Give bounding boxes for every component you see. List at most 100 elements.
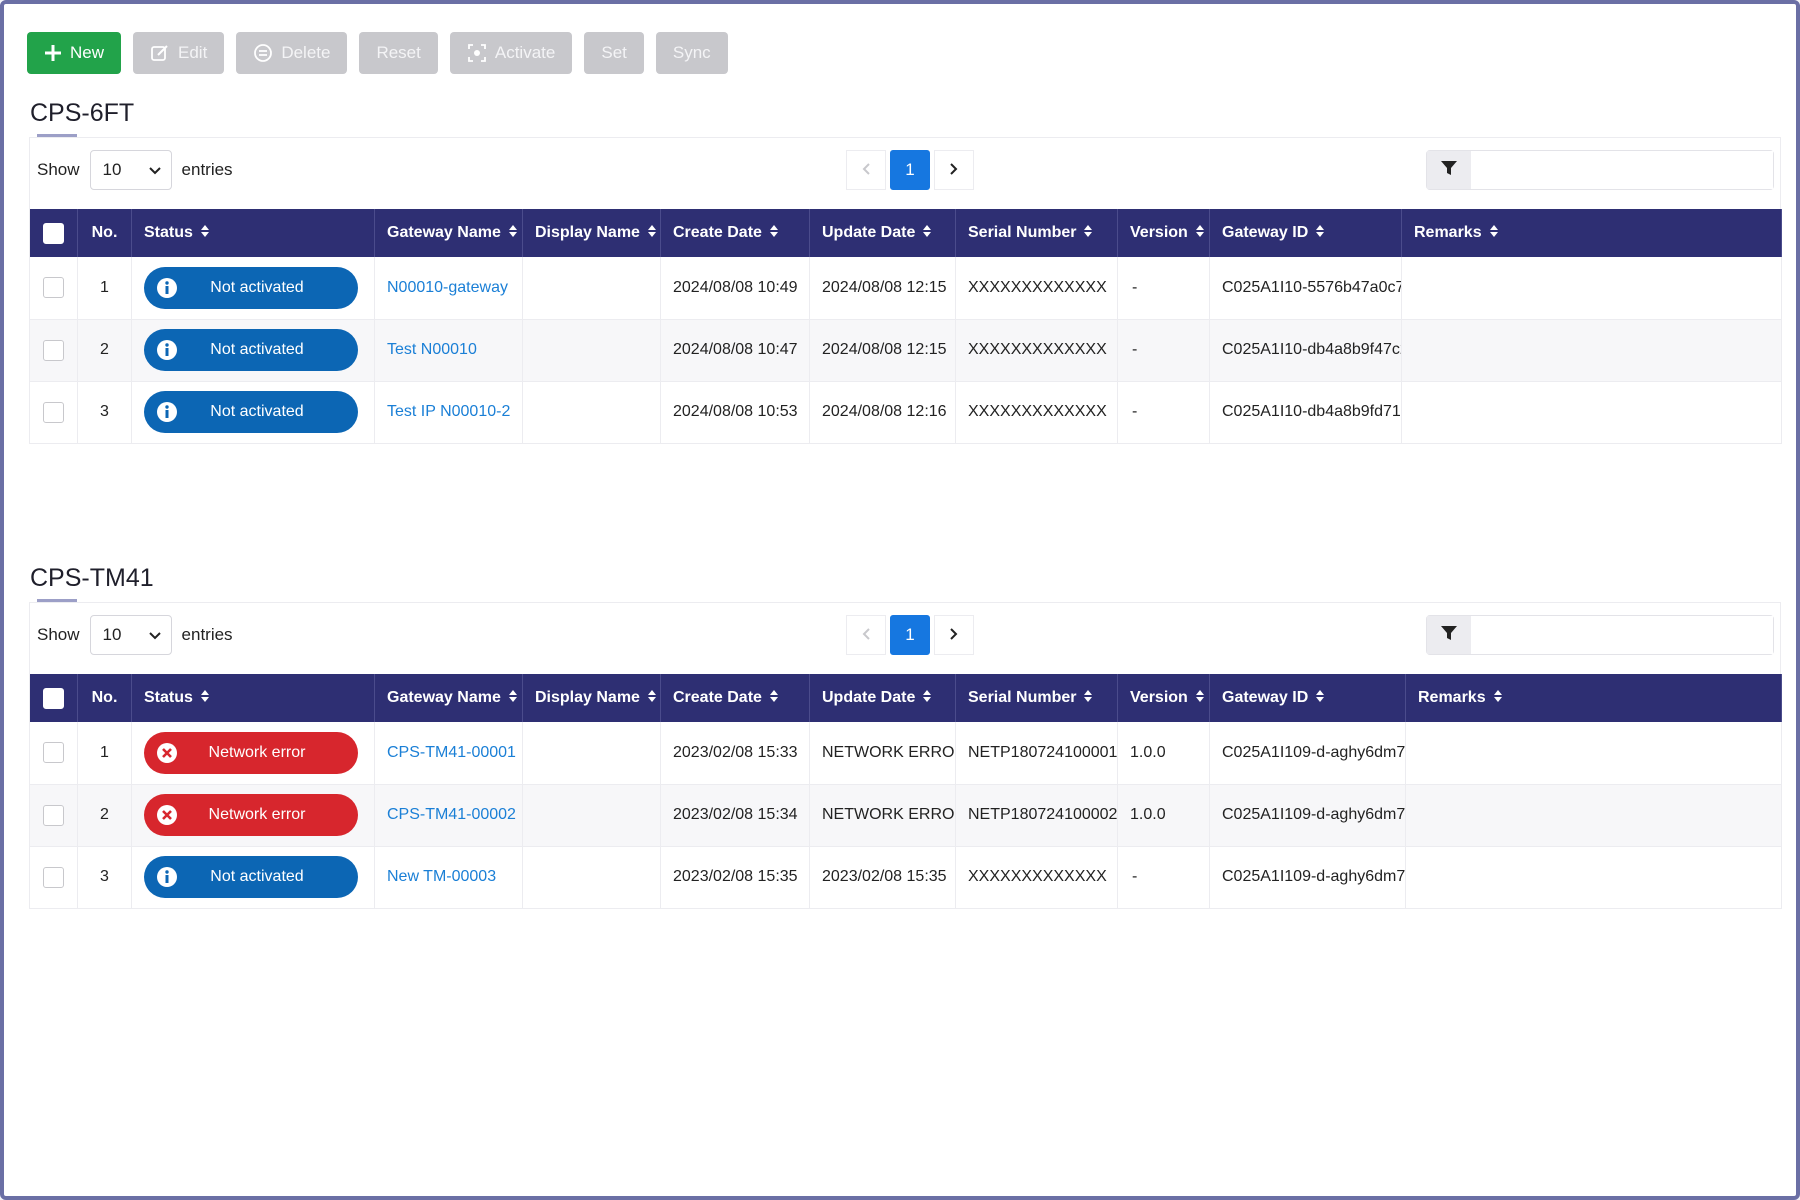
- reset-button[interactable]: Reset: [359, 32, 438, 74]
- page-size-select[interactable]: 10: [89, 150, 172, 190]
- col-create-date[interactable]: Create Date: [660, 674, 810, 722]
- status-text: Network error: [208, 806, 306, 823]
- sort-icon: [1195, 224, 1204, 242]
- row-checkbox[interactable]: [43, 277, 64, 299]
- serial-number: XXXXXXXXXXXXX: [955, 381, 1118, 443]
- gateway-name-link[interactable]: CPS-TM41-00002: [374, 784, 523, 846]
- col-version[interactable]: Version: [1117, 209, 1210, 257]
- col-gateway-id[interactable]: Gateway ID: [1209, 209, 1402, 257]
- filter-button[interactable]: [1427, 616, 1471, 654]
- gateway-table: No. Status Gateway Name Display Name Cre…: [29, 674, 1782, 909]
- filter-box: [1426, 150, 1774, 190]
- col-serial-number[interactable]: Serial Number: [955, 674, 1118, 722]
- select-all-checkbox[interactable]: [43, 687, 64, 709]
- remarks: [1401, 257, 1782, 319]
- remarks: [1401, 381, 1782, 443]
- row-number: 2: [77, 319, 132, 381]
- serial-number: NETP180724100001: [955, 722, 1118, 784]
- gateway-name-link[interactable]: N00010-gateway: [374, 257, 523, 319]
- sort-icon: [200, 224, 209, 242]
- col-no[interactable]: No.: [77, 209, 132, 257]
- sort-icon: [769, 224, 778, 242]
- display-name: [522, 319, 661, 381]
- gateway-name-link[interactable]: Test IP N00010-2: [374, 381, 523, 443]
- status-badge: Not activated: [144, 856, 358, 898]
- sync-button-label: Sync: [672, 43, 711, 62]
- filter-input[interactable]: [1471, 151, 1773, 189]
- col-gateway-name[interactable]: Gateway Name: [374, 674, 523, 722]
- section-cps-tm41: CPS-TM41 Show 10 entries 1: [29, 561, 1782, 909]
- col-create-date[interactable]: Create Date: [660, 209, 810, 257]
- sort-icon: [1084, 689, 1093, 707]
- row-number: 1: [77, 257, 132, 319]
- col-remarks[interactable]: Remarks: [1405, 674, 1782, 722]
- entries-label: entries: [181, 160, 233, 179]
- status-cell: Not activated: [131, 319, 375, 381]
- update-date: 2024/08/08 12:16: [809, 381, 956, 443]
- table-row[interactable]: 3 Not activated Test IP N00010-2 2024/08…: [29, 381, 1782, 443]
- filter-icon: [1440, 624, 1458, 647]
- col-update-date[interactable]: Update Date: [809, 674, 956, 722]
- gateway-name-link[interactable]: Test N00010: [374, 319, 523, 381]
- col-serial-number[interactable]: Serial Number: [955, 209, 1118, 257]
- col-version[interactable]: Version: [1117, 674, 1210, 722]
- page-size-value: 10: [102, 625, 122, 644]
- page-1-button[interactable]: 1: [890, 150, 930, 190]
- version: -: [1117, 381, 1210, 443]
- update-date: 2024/08/08 12:15: [809, 319, 956, 381]
- display-name: [522, 846, 661, 908]
- row-checkbox[interactable]: [43, 742, 64, 764]
- row-checkbox[interactable]: [43, 866, 64, 888]
- page-size-control: Show 10 entries: [37, 150, 233, 190]
- new-button[interactable]: New: [27, 32, 122, 74]
- page-size-select[interactable]: 10: [89, 615, 172, 655]
- section-title: CPS-6FT: [30, 99, 135, 127]
- next-page-button[interactable]: [934, 615, 974, 655]
- col-status[interactable]: Status: [131, 674, 375, 722]
- status-text: Not activated: [210, 278, 304, 296]
- page-1-button[interactable]: 1: [890, 615, 930, 655]
- gateway-id: C025A1I109-d-aghy6dm7y: [1209, 784, 1406, 846]
- chevron-down-icon: [148, 160, 161, 180]
- table-row[interactable]: 3 Not activated New TM-00003 2023/02/08 …: [29, 846, 1782, 908]
- status-badge: Network error: [144, 731, 358, 774]
- status-text: Not activated: [210, 868, 304, 885]
- version: 1.0.0: [1117, 722, 1210, 784]
- row-checkbox[interactable]: [43, 804, 64, 826]
- table-row[interactable]: 2 Network error CPS-TM41-00002 2023/02/0…: [29, 784, 1782, 846]
- col-update-date[interactable]: Update Date: [809, 209, 956, 257]
- filter-box: [1426, 615, 1774, 655]
- col-display-name[interactable]: Display Name: [522, 674, 661, 722]
- col-status[interactable]: Status: [131, 209, 375, 257]
- gateway-name-link[interactable]: CPS-TM41-00001: [374, 722, 523, 784]
- gateway-name-link[interactable]: New TM-00003: [374, 846, 523, 908]
- remarks: [1405, 784, 1782, 846]
- col-remarks[interactable]: Remarks: [1401, 209, 1782, 257]
- activate-button[interactable]: Activate: [449, 32, 573, 74]
- table-row[interactable]: 1 Network error CPS-TM41-00001 2023/02/0…: [29, 722, 1782, 784]
- section-cps-6ft: CPS-6FT Show 10 entries 1: [29, 96, 1782, 444]
- prev-page-button[interactable]: [846, 615, 886, 655]
- serial-number: NETP180724100002: [955, 784, 1118, 846]
- set-button[interactable]: Set: [584, 32, 644, 74]
- table-row[interactable]: 1 Not activated N00010-gateway 2024/08/0…: [29, 257, 1782, 319]
- col-display-name[interactable]: Display Name: [522, 209, 661, 257]
- col-gateway-name[interactable]: Gateway Name: [374, 209, 523, 257]
- status-cell: Not activated: [131, 846, 375, 908]
- pagination: 1: [846, 150, 974, 190]
- col-gateway-id[interactable]: Gateway ID: [1209, 674, 1406, 722]
- edit-button[interactable]: Edit: [133, 32, 225, 74]
- col-no[interactable]: No.: [77, 674, 132, 722]
- table-row[interactable]: 2 Not activated Test N00010 2024/08/08 1…: [29, 319, 1782, 381]
- row-checkbox[interactable]: [43, 339, 64, 361]
- filter-input[interactable]: [1471, 616, 1773, 654]
- filter-button[interactable]: [1427, 151, 1471, 189]
- select-all-checkbox[interactable]: [43, 222, 64, 244]
- status-badge: Not activated: [144, 329, 358, 371]
- prev-page-button[interactable]: [846, 150, 886, 190]
- row-checkbox[interactable]: [43, 401, 64, 423]
- sync-button[interactable]: Sync: [655, 32, 728, 74]
- gateway-id: C025A1I10-5576b47a0c74: [1209, 257, 1402, 319]
- next-page-button[interactable]: [934, 150, 974, 190]
- delete-button[interactable]: Delete: [236, 32, 348, 74]
